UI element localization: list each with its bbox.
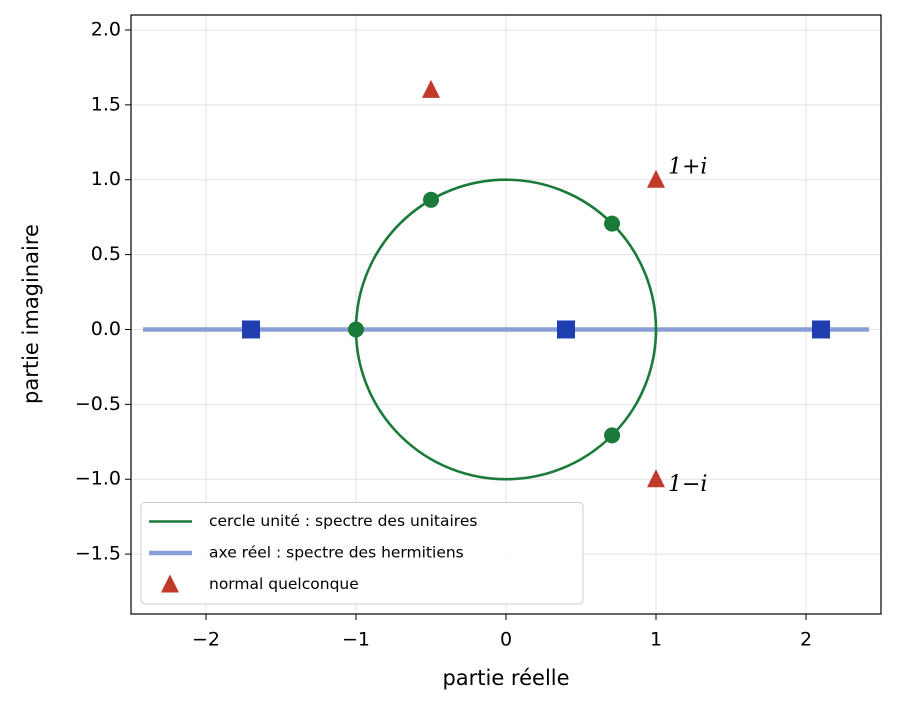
dot-marker [348,321,364,338]
x-tick-label: 0 [500,629,512,651]
legend-label: cercle unité : spectre des unitaires [209,512,477,530]
triangle-marker [422,79,440,98]
triangle-marker [647,169,665,188]
dot-marker [604,215,621,232]
square-marker [242,320,260,339]
dot-marker [423,191,439,208]
x-tick-label: −2 [192,629,220,651]
legend-label: normal quelconque [209,575,359,593]
y-tick-label: 0.5 [91,243,121,265]
square-marker [557,320,575,339]
x-tick-label: 1 [650,629,662,651]
y-tick-label: 2.0 [91,18,121,40]
annotation: 1−i [668,472,707,497]
y-axis-label: partie imaginaire [19,224,43,404]
y-tick-label: −1.0 [75,468,121,490]
square-marker [812,320,830,339]
annotation: 1+i [668,155,707,180]
x-tick-label: 2 [800,629,812,651]
y-tick-label: −1.5 [75,543,121,565]
x-axis-label: partie réelle [442,666,569,690]
dot-marker [604,427,621,444]
legend-label: axe réel : spectre des hermitiens [209,544,464,562]
y-tick-label: 0.0 [91,318,121,340]
triangle-marker [647,469,665,488]
y-tick-label: 1.5 [91,93,121,115]
y-tick-label: −0.5 [75,393,121,415]
legend-box [140,502,584,605]
legend-swatch [161,574,179,593]
plot-frame [130,14,882,615]
x-tick-label: −1 [342,629,370,651]
legend: cercle unité : spectre des unitaires axe … [140,502,584,605]
y-tick-label: 1.0 [91,168,121,190]
